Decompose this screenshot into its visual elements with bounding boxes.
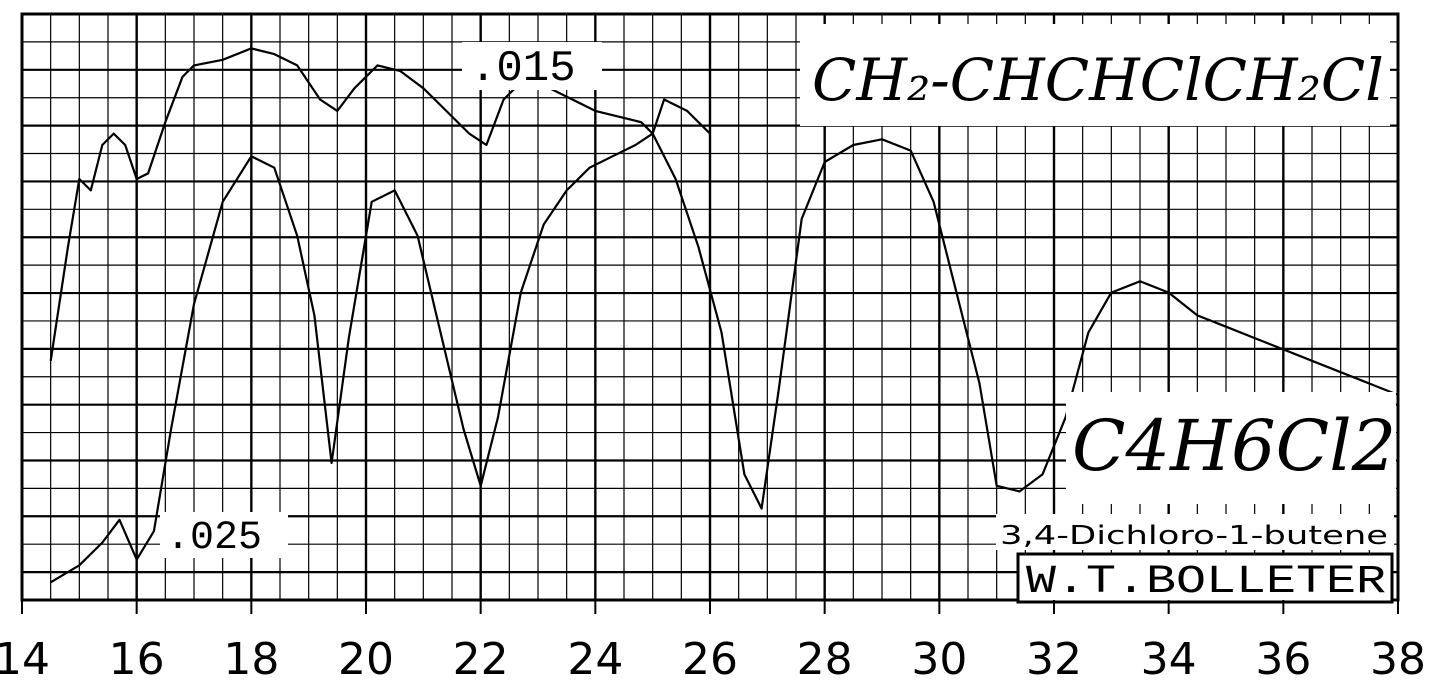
- x-tick-label-32: 32: [1026, 634, 1082, 684]
- series-line-2: [50, 132, 1399, 584]
- author-name: W.T.BOLLETER: [1026, 560, 1386, 605]
- structure-formula: CH₂-CHCHClCH₂Cl: [812, 46, 1384, 114]
- label-015-box: [462, 42, 602, 90]
- x-tick-label-16: 16: [109, 634, 165, 684]
- x-tick-label-20: 20: [338, 634, 394, 684]
- series-layer: [49, 47, 1399, 584]
- x-tick-labels: 14 16 18 20 22 24 26 28 30 32 34 36 38: [0, 600, 1426, 684]
- x-tick-label-24: 24: [567, 634, 623, 684]
- x-tick-label-18: 18: [223, 634, 279, 684]
- series-line-1: [49, 47, 711, 361]
- label-025-box: [160, 512, 288, 558]
- x-tick-label-30: 30: [911, 634, 967, 684]
- author-box: [1016, 552, 1394, 604]
- x-tick-label-38: 38: [1370, 634, 1426, 684]
- label-015: .015: [470, 44, 576, 94]
- compound-name-box: [996, 514, 1394, 550]
- molecular-formula-box: [1066, 392, 1396, 504]
- x-tick-label-26: 26: [682, 634, 738, 684]
- molecular-formula: C4H6Cl2: [1072, 405, 1396, 487]
- x-tick-label-14: 14: [0, 634, 50, 684]
- structure-formula-box: [800, 24, 1390, 126]
- label-025: .025: [166, 516, 262, 561]
- compound-name: 3,4-Dichloro-1-butene: [1000, 521, 1388, 551]
- x-tick-label-34: 34: [1141, 634, 1197, 684]
- x-tick-label-36: 36: [1255, 634, 1311, 684]
- x-tick-label-22: 22: [453, 634, 509, 684]
- x-tick-label-28: 28: [797, 634, 853, 684]
